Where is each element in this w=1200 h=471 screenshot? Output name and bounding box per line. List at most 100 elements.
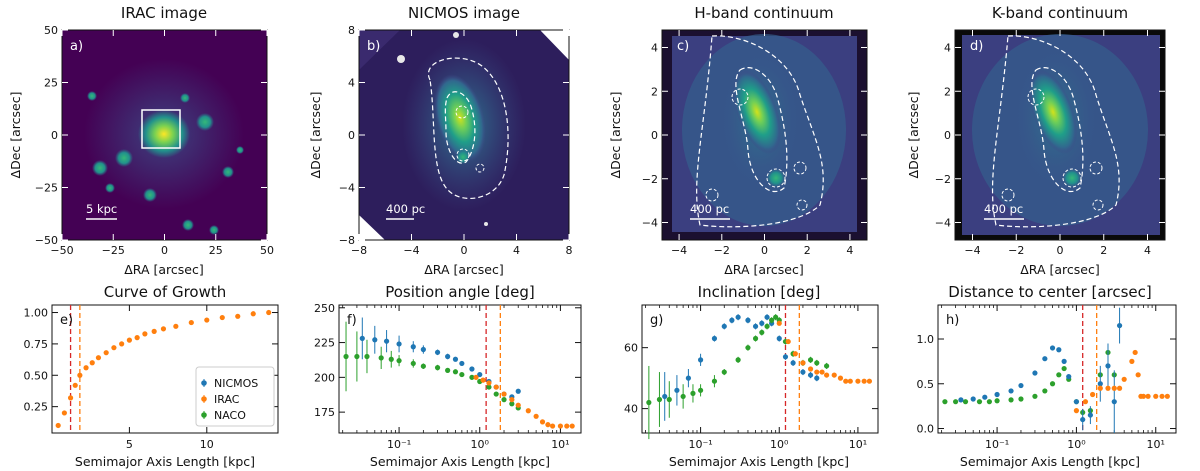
data-point bbox=[549, 423, 556, 429]
data-point bbox=[662, 393, 668, 400]
data-point bbox=[1105, 363, 1111, 369]
data-point bbox=[953, 399, 959, 405]
data-point bbox=[764, 314, 770, 320]
data-point bbox=[95, 355, 102, 361]
data-point bbox=[569, 423, 575, 429]
data-point bbox=[1097, 381, 1103, 387]
y-tick-label: 8 bbox=[348, 24, 355, 37]
panel-d-image bbox=[955, 30, 1165, 240]
plot-e-label: e) bbox=[60, 313, 73, 328]
y-tick-label: 0.50 bbox=[24, 369, 49, 382]
data-point bbox=[1018, 396, 1024, 402]
panel-c-hband-image: H-band continuum c) 400 pc −4 −2 0 2 4 −4 −2 0 2… bbox=[608, 4, 868, 277]
data-point bbox=[1042, 356, 1048, 362]
data-point bbox=[769, 317, 775, 323]
panel-b-label: b) bbox=[367, 39, 380, 54]
data-point bbox=[1056, 347, 1062, 353]
legend-label-nicmos: NICMOS bbox=[214, 377, 258, 390]
plot-frame bbox=[937, 304, 1177, 434]
data-point bbox=[814, 375, 820, 381]
data-point bbox=[1008, 388, 1014, 394]
data-point bbox=[958, 397, 964, 403]
x-tick-label: 2 bbox=[1100, 244, 1107, 257]
y-tick-label: 50 bbox=[44, 24, 58, 37]
data-point bbox=[388, 356, 394, 362]
data-point bbox=[452, 369, 459, 375]
x-tick-label: 0 bbox=[461, 244, 468, 257]
y-tick-label: 0.25 bbox=[24, 401, 49, 414]
y-tick-label: 175 bbox=[314, 406, 335, 419]
x-tick-label: 10⁻¹ bbox=[688, 438, 712, 451]
data-point bbox=[1097, 385, 1103, 391]
plot-h-area: 10⁻¹ 10⁰ 10¹ 0.0 0.5 1.0 bbox=[917, 304, 1177, 451]
data-point bbox=[1087, 412, 1093, 418]
scalebar-label: 400 pc bbox=[690, 202, 729, 216]
data-point bbox=[126, 337, 132, 343]
x-tick-label: 10⁻¹ bbox=[985, 438, 1009, 451]
data-point bbox=[539, 419, 546, 425]
x-tick-label: 10⁰ bbox=[1067, 438, 1086, 451]
x-tick-label: 0 bbox=[761, 244, 768, 257]
legend-label-naco: NACO bbox=[214, 409, 246, 422]
series-irac bbox=[776, 320, 873, 384]
y-tick-label: 60 bbox=[624, 342, 638, 355]
data-point bbox=[501, 397, 507, 403]
y-tick-label: 0 bbox=[348, 129, 355, 142]
data-point bbox=[378, 355, 384, 361]
data-point bbox=[515, 402, 521, 408]
data-point bbox=[486, 384, 492, 390]
data-point bbox=[1066, 374, 1072, 380]
series-irac bbox=[473, 374, 575, 429]
scalebar-label: 5 kpc bbox=[86, 202, 117, 216]
data-point bbox=[782, 354, 789, 360]
series-naco bbox=[646, 314, 830, 440]
data-point bbox=[1061, 358, 1067, 364]
data-point bbox=[493, 391, 499, 397]
y-tick-label: 0.0 bbox=[917, 423, 935, 436]
panel-c-ylabel: ΔDec [arcsec] bbox=[608, 92, 623, 179]
data-point bbox=[55, 422, 61, 429]
y-tick-label: 25 bbox=[44, 77, 58, 90]
data-point bbox=[1111, 385, 1117, 391]
data-point bbox=[759, 329, 765, 336]
plot-f-area: 10⁻¹ 10⁰ 10¹ 175 200 225 250 bbox=[314, 302, 582, 451]
x-tick-label: 50 bbox=[260, 244, 274, 257]
plot-g-title: Inclination [deg] bbox=[698, 283, 821, 301]
panel-b-axes: −8 −4 0 4 8 −8 −4 0 4 8 bbox=[339, 24, 573, 257]
legend: NICMOS IRAC NACO bbox=[195, 366, 275, 427]
data-point bbox=[697, 387, 704, 393]
data-point bbox=[509, 401, 515, 407]
plot-g-xlabel: Semimajor Axis Length [kpc] bbox=[669, 454, 849, 469]
series-irac bbox=[55, 309, 272, 429]
x-tick-label: 8 bbox=[566, 244, 573, 257]
y-tick-label: 2 bbox=[944, 85, 951, 98]
y-tick-label: −2 bbox=[642, 173, 658, 186]
data-point bbox=[680, 393, 686, 400]
data-point bbox=[1132, 349, 1138, 356]
data-point bbox=[1129, 358, 1135, 364]
panel-a-ylabel: ΔDec [arcsec] bbox=[8, 92, 23, 179]
x-tick-label: 4 bbox=[513, 244, 520, 257]
data-point bbox=[962, 399, 969, 405]
data-point bbox=[396, 341, 402, 347]
data-point bbox=[735, 357, 741, 363]
data-point bbox=[1082, 399, 1089, 405]
data-point bbox=[564, 423, 570, 429]
data-point bbox=[445, 353, 451, 360]
y-tick-label: −4 bbox=[935, 217, 951, 230]
x-tick-label: 10¹ bbox=[849, 438, 867, 451]
x-tick-label: −4 bbox=[964, 244, 980, 257]
data-point bbox=[445, 367, 451, 373]
data-point bbox=[800, 369, 806, 375]
plot-f-xlabel: Semimajor Axis Length [kpc] bbox=[370, 454, 550, 469]
data-point bbox=[67, 395, 74, 401]
panel-a-image bbox=[62, 30, 267, 240]
data-point bbox=[410, 360, 416, 367]
data-point bbox=[814, 369, 820, 375]
x-tick-label: −2 bbox=[1008, 244, 1024, 257]
data-point bbox=[204, 317, 210, 323]
data-point bbox=[855, 378, 861, 384]
data-point bbox=[1080, 416, 1086, 423]
data-point bbox=[420, 363, 426, 369]
y-tick-label: 1.00 bbox=[24, 307, 49, 320]
